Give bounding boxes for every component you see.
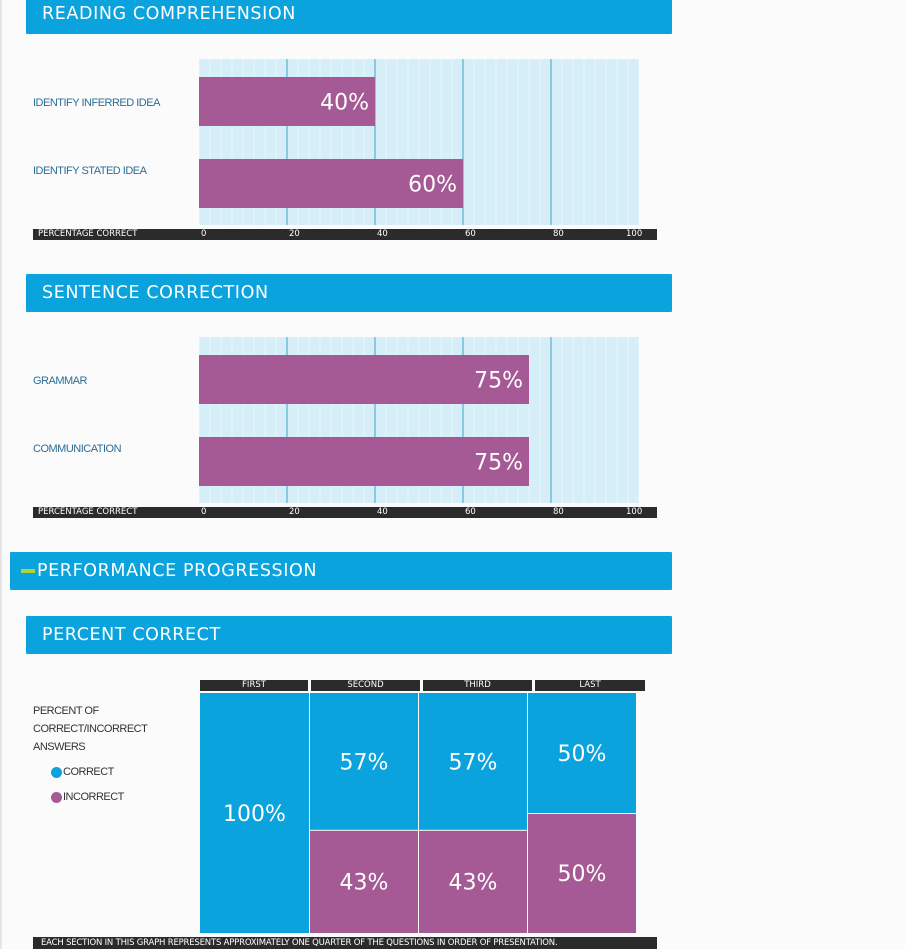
x-axis: PERCENTAGE CORRECT 0 20 40 60 80 100: [33, 229, 657, 240]
legend-swatch-incorrect: [51, 791, 62, 803]
correct-value-label: 50%: [558, 742, 607, 767]
section-title: PERCENT CORRECT: [42, 625, 221, 645]
correct-value-label: 57%: [340, 750, 389, 775]
incorrect-segment: [310, 830, 418, 933]
incorrect-value-label: 43%: [340, 870, 389, 895]
bar: [199, 77, 375, 126]
category-label: COMMUNICATION: [33, 443, 122, 455]
correct-segment: [419, 693, 527, 830]
x-axis-tick-label: 80: [553, 229, 564, 239]
legend-title-line: CORRECT/INCORRECT: [33, 723, 148, 735]
incorrect-segment: [419, 830, 527, 933]
legend-title-line: ANSWERS: [33, 741, 86, 753]
correct-segment: [528, 693, 636, 813]
bar: [199, 159, 463, 208]
correct-segment: [200, 693, 309, 933]
x-axis-tick-label: 100: [626, 507, 643, 517]
legend-swatch-correct: [51, 766, 62, 778]
sentence-correction-bar-chart: 75% 75%: [199, 337, 639, 503]
legend-item-correct: CORRECT: [51, 766, 114, 778]
x-axis-tick-label: 20: [289, 229, 300, 239]
legend-item-incorrect: INCORRECT: [51, 791, 124, 803]
percent-correct-stacked-chart: 100% 57% 43% 57% 43% 50% 50%: [200, 693, 636, 933]
reading-comprehension-bar-chart: 40% 60%: [199, 59, 639, 225]
incorrect-value-label: 50%: [558, 862, 607, 887]
chart-footnote: EACH SECTION IN THIS GRAPH REPRESENTS AP…: [33, 937, 657, 949]
bar-value-label: 75%: [474, 369, 523, 394]
incorrect-value-label: 43%: [449, 870, 498, 895]
section-title: SENTENCE CORRECTION: [42, 283, 269, 303]
bar: [199, 437, 529, 486]
x-axis-tick-label: 40: [377, 507, 388, 517]
section-header-reading-comprehension: READING COMPREHENSION: [26, 0, 672, 34]
x-axis-tick-label: 20: [289, 507, 300, 517]
x-axis-tick-label: 40: [377, 229, 388, 239]
section-title: PERFORMANCE PROGRESSION: [37, 561, 318, 581]
column-header: LAST: [535, 680, 645, 691]
page-border: [0, 0, 2, 949]
accent-mark: [21, 569, 35, 573]
column-header: SECOND: [311, 680, 420, 691]
section-header-performance-progression: PERFORMANCE PROGRESSION: [10, 552, 672, 590]
x-axis-title: PERCENTAGE CORRECT: [38, 507, 138, 517]
x-axis-tick-label: 80: [553, 507, 564, 517]
correct-value-label: 100%: [223, 802, 286, 827]
bar-value-label: 75%: [474, 451, 523, 476]
category-label: GRAMMAR: [33, 375, 87, 387]
incorrect-segment: [528, 814, 636, 933]
legend-title: PERCENT OF CORRECT/INCORRECT ANSWERS: [33, 702, 148, 756]
x-axis: PERCENTAGE CORRECT 0 20 40 60 80 100: [33, 507, 657, 518]
legend-title-line: PERCENT OF: [33, 705, 99, 717]
section-header-sentence-correction: SENTENCE CORRECTION: [26, 274, 672, 312]
column-header: FIRST: [200, 680, 308, 691]
correct-value-label: 57%: [449, 750, 498, 775]
category-label: IDENTIFY STATED IDEA: [33, 165, 147, 177]
section-header-percent-correct: PERCENT CORRECT: [26, 616, 672, 654]
bar-value-label: 40%: [320, 91, 369, 116]
column-header: THIRD: [423, 680, 532, 691]
x-axis-tick-label: 60: [465, 507, 476, 517]
x-axis-tick-label: 0: [201, 507, 207, 517]
category-label: IDENTIFY INFERRED IDEA: [33, 97, 160, 109]
x-axis-tick-label: 60: [465, 229, 476, 239]
correct-segment: [310, 693, 418, 830]
bar: [199, 355, 529, 404]
x-axis-tick-label: 100: [626, 229, 643, 239]
section-title: READING COMPREHENSION: [42, 4, 296, 24]
bar-value-label: 60%: [408, 173, 457, 198]
x-axis-tick-label: 0: [201, 229, 207, 239]
legend-label: CORRECT: [63, 766, 114, 778]
x-axis-title: PERCENTAGE CORRECT: [38, 229, 138, 239]
legend-label: INCORRECT: [63, 791, 124, 803]
